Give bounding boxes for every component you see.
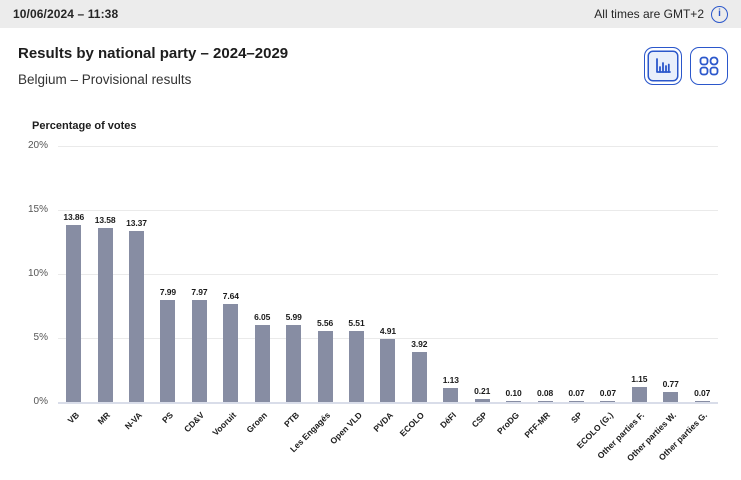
bar-cell: 7.97 — [184, 287, 215, 402]
x-axis-labels: VB MR N-VA PS CD&V Vooruit Groen PTB Les Engagés… — [58, 410, 718, 480]
bar-cell: 13.86 — [58, 212, 89, 402]
bar-value-label: 13.37 — [126, 217, 147, 228]
bar — [474, 399, 490, 402]
bar — [663, 392, 679, 402]
bar-chart-view-button[interactable] — [644, 47, 682, 85]
bar-cell: 1.13 — [435, 375, 466, 402]
page-subtitle: Belgium – Provisional results — [18, 72, 192, 87]
gridline — [58, 210, 718, 211]
bar-value-label: 0.77 — [662, 379, 679, 390]
topbar: 10/06/2024 – 11:38 All times are GMT+2 i — [0, 0, 741, 28]
bar-value-label: 0.21 — [474, 386, 491, 397]
bar-cell: 0.10 — [498, 388, 529, 402]
bar-value-label: 0.10 — [505, 387, 522, 398]
bar-value-label: 5.51 — [348, 318, 365, 329]
bar-value-label: 5.99 — [285, 312, 302, 323]
bar-chart-icon — [653, 56, 673, 76]
bar-cell: 13.58 — [89, 215, 120, 402]
bar-cell: 6.05 — [247, 312, 278, 402]
header: Results by national party – 2024–2029 Be… — [0, 28, 741, 87]
gridline — [58, 146, 718, 147]
x-axis-line — [58, 402, 718, 404]
bar-value-label: 13.86 — [63, 211, 85, 222]
bar-value-label: 13.58 — [94, 215, 116, 226]
bar-value-label: 3.92 — [411, 338, 428, 349]
bar-cell: 0.77 — [655, 379, 686, 402]
bar — [537, 400, 553, 402]
y-axis-label: 0% — [33, 396, 48, 407]
bar-value-label: 6.05 — [254, 311, 271, 322]
bar-cell: 13.37 — [121, 218, 152, 402]
bar-cell: 0.08 — [529, 388, 560, 402]
bar-value-label: 5.56 — [317, 317, 334, 328]
bar-value-label: 7.97 — [191, 286, 208, 297]
gridline — [58, 338, 718, 339]
bar — [129, 230, 145, 402]
results-datetime: 10/06/2024 – 11:38 — [13, 7, 119, 21]
bar — [349, 331, 364, 402]
bar — [223, 304, 239, 402]
bar — [66, 224, 82, 402]
bar-cell: 1.15 — [624, 374, 655, 402]
bar-cell: 4.91 — [372, 326, 403, 402]
y-axis-label: 15% — [27, 204, 48, 215]
bar-cell: 0.21 — [466, 386, 497, 402]
view-toggle — [644, 47, 728, 85]
bar — [191, 299, 207, 402]
bars-area: 13.86 13.58 13.37 7.99 7.97 7.64 6.05 5.99 5.56 5… — [58, 146, 718, 402]
bar-cell: 7.64 — [215, 291, 246, 402]
y-axis-label: 10% — [27, 268, 48, 279]
bar-cell: 0.07 — [561, 388, 592, 402]
bar — [286, 325, 302, 402]
bar-value-label: 1.13 — [442, 374, 459, 385]
bar-value-label: 0.07 — [568, 388, 585, 398]
bar-cell: 5.51 — [341, 318, 372, 402]
bar — [97, 228, 113, 402]
bar-cell: 7.99 — [152, 287, 183, 402]
bar-value-label: 4.91 — [379, 326, 396, 337]
bar-cell: 5.56 — [309, 318, 340, 402]
bar-value-label: 7.99 — [159, 286, 177, 297]
bar — [160, 299, 176, 402]
bar — [694, 401, 710, 402]
chart: Percentage of votes 13.86 13.58 13.37 7.99 7… — [0, 116, 741, 480]
bar-value-label: 1.15 — [631, 374, 648, 385]
y-axis-label: 20% — [27, 140, 48, 151]
bar — [443, 387, 459, 402]
bar-cell: 0.07 — [686, 388, 717, 402]
bar-cell: 3.92 — [404, 339, 435, 402]
grid-icon — [699, 56, 719, 76]
gridline — [58, 274, 718, 275]
bar — [380, 339, 396, 402]
y-axis-label: 5% — [33, 332, 48, 343]
bar — [568, 401, 584, 402]
bar — [506, 400, 522, 402]
bar-cell: 0.07 — [592, 388, 623, 402]
bar-value-label: 0.07 — [599, 388, 616, 398]
timezone-label: All times are GMT+2 — [594, 7, 704, 21]
bar — [254, 324, 270, 402]
bar-value-label: 0.08 — [536, 387, 554, 398]
bar-cell: 5.99 — [278, 312, 309, 402]
chart-title: Percentage of votes — [32, 120, 137, 132]
timezone-note: All times are GMT+2 i — [594, 5, 728, 23]
bar-value-label: 0.07 — [694, 388, 711, 398]
bar-value-label: 7.64 — [222, 291, 239, 302]
page-title: Results by national party – 2024–2029 — [18, 45, 289, 62]
bar — [317, 330, 333, 402]
grid-view-button[interactable] — [690, 47, 728, 85]
bar — [600, 401, 616, 402]
info-icon[interactable]: i — [711, 5, 728, 23]
header-titles: Results by national party – 2024–2029 Be… — [18, 45, 288, 87]
bar — [631, 387, 647, 402]
bar — [411, 351, 427, 402]
